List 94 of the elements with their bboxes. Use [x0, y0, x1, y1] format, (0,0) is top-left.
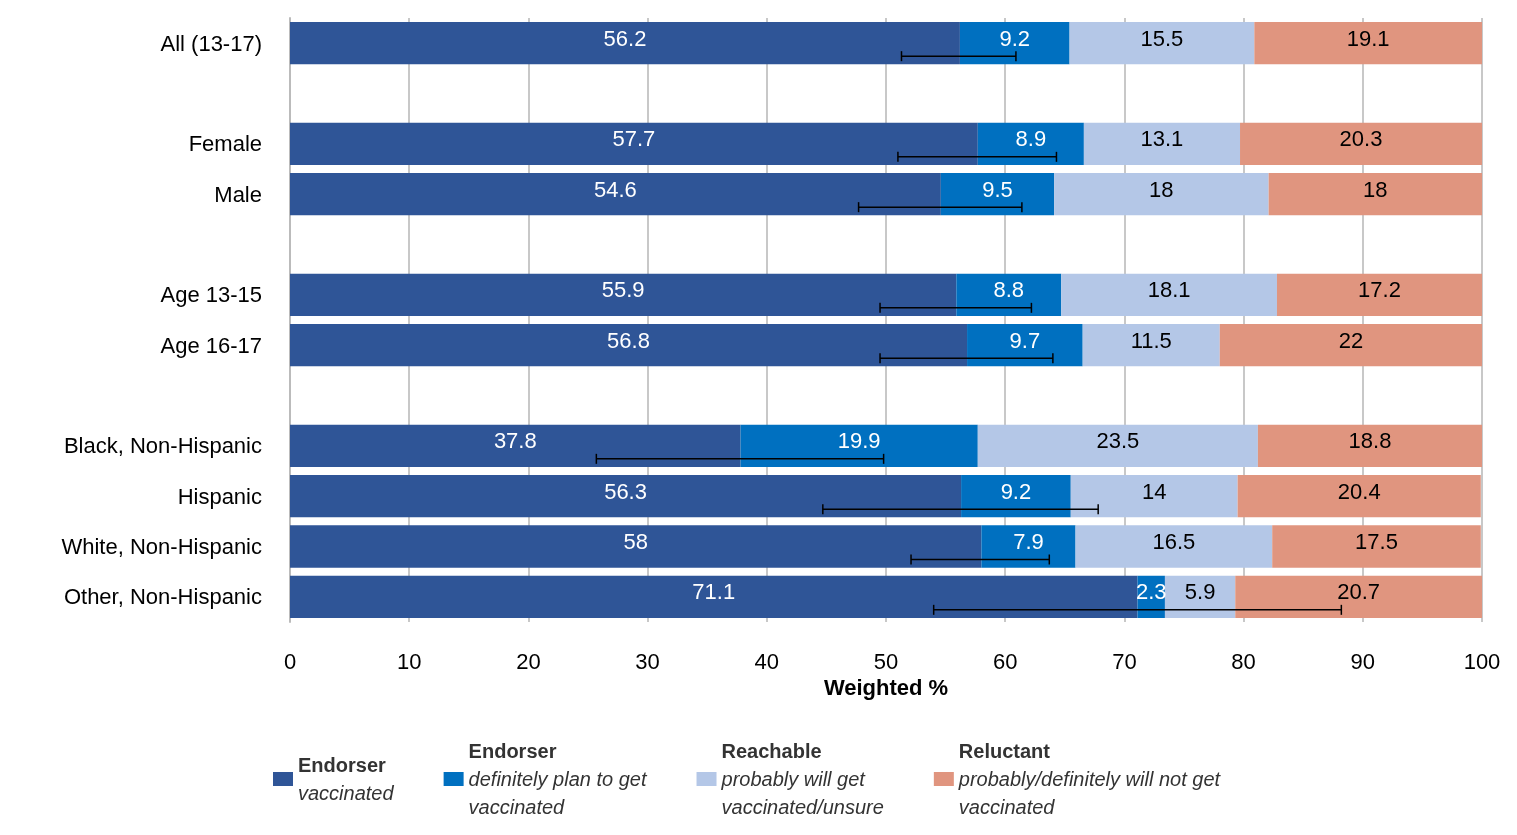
legend-label: Endorser definitely plan to get vaccinated	[468, 740, 648, 818]
data-label: 20.3	[1339, 126, 1383, 152]
bar	[967, 324, 1083, 367]
bar	[977, 122, 1084, 165]
data-label: 9.5	[982, 176, 1013, 202]
y-tick-label: Age 13-15	[160, 282, 262, 308]
data-label: 18	[1363, 176, 1388, 202]
bar	[740, 424, 978, 467]
data-label: 14	[1141, 478, 1167, 504]
x-tick-label: 0	[283, 648, 297, 674]
bar	[1070, 475, 1238, 518]
data-label: 11.5	[1130, 327, 1172, 353]
data-label: 5.9	[1184, 579, 1216, 605]
bar	[977, 424, 1258, 467]
bar	[1075, 525, 1273, 568]
x-tick-label: 20	[516, 648, 541, 674]
data-label: 20.4	[1337, 478, 1381, 504]
data-label: 58	[623, 529, 648, 554]
bar	[940, 173, 1055, 216]
bar	[1235, 575, 1482, 618]
data-label: 57.7	[612, 126, 656, 152]
x-tick-label: 90	[1350, 648, 1376, 674]
data-label: 15.5	[1140, 25, 1184, 51]
data-label: 17.5	[1355, 529, 1398, 554]
bar	[1082, 324, 1220, 367]
bar	[290, 273, 957, 316]
x-tick-label: 100	[1463, 648, 1501, 674]
bar	[290, 475, 962, 518]
x-tick-label: 30	[635, 648, 660, 674]
bar	[1257, 424, 1482, 467]
data-label: 19.9	[837, 428, 881, 454]
bar	[959, 22, 1070, 65]
data-label: 20.7	[1337, 579, 1381, 605]
y-tick-label: Hispanic	[177, 483, 262, 509]
data-label: 13.1	[1140, 126, 1184, 152]
x-tick-label: 10	[396, 648, 422, 674]
data-label: 22	[1338, 327, 1364, 353]
x-tick-label: 50	[873, 648, 899, 674]
x-axis-title: Weighted %	[823, 675, 949, 701]
bar	[1268, 173, 1482, 216]
data-label: 16.5	[1152, 529, 1196, 554]
bar	[1272, 525, 1481, 568]
data-label: 23.5	[1096, 428, 1140, 454]
data-label: 8.9	[1015, 126, 1047, 152]
data-label: 18.8	[1348, 428, 1392, 454]
data-label: 71.1	[692, 579, 736, 605]
x-tick-label: 80	[1231, 648, 1256, 674]
bar	[290, 173, 941, 216]
data-label: 19.1	[1346, 25, 1390, 51]
bar	[1054, 173, 1269, 216]
y-tick-label: White, Non-Hispanic	[61, 534, 262, 559]
data-label: 9.7	[1009, 327, 1041, 353]
y-tick-label: Male	[214, 181, 262, 207]
bar	[290, 525, 982, 568]
bar	[1237, 475, 1481, 518]
bar	[290, 424, 741, 467]
bar	[290, 324, 968, 367]
bar	[1069, 22, 1255, 65]
bar	[1061, 273, 1277, 316]
y-tick-label: Age 16-17	[160, 332, 262, 358]
bar	[956, 273, 1062, 316]
bar	[981, 525, 1076, 568]
data-label: 54.6	[594, 176, 637, 202]
data-label: 9.2	[999, 25, 1031, 51]
data-label: 8.8	[993, 277, 1025, 303]
bar	[290, 22, 960, 65]
data-label: 56.8	[607, 327, 650, 353]
legend-label: Reluctant probably/definitely will not get vaccinated	[957, 740, 1222, 818]
data-label: 9.2	[1000, 478, 1032, 504]
data-label: 37.8	[493, 428, 537, 454]
data-label: 18.1	[1147, 277, 1191, 303]
y-tick-label: Black, Non-Hispanic	[63, 433, 262, 459]
legend-label: Reachable probably will get vaccinated/unsure	[720, 740, 884, 818]
x-tick-label: 40	[754, 648, 780, 674]
data-label: 18	[1149, 176, 1174, 202]
y-tick-label: Female	[188, 131, 262, 157]
data-label: 7.9	[1013, 529, 1044, 554]
y-tick-label: Other, Non-Hispanic	[63, 584, 262, 610]
legend-label: Endorser vaccinated	[298, 754, 395, 804]
data-label: 56.3	[604, 478, 647, 504]
data-label: 17.2	[1358, 277, 1401, 303]
bar	[1240, 122, 1482, 165]
x-tick-label: 70	[1112, 648, 1137, 674]
bar	[1219, 324, 1482, 367]
x-tick-label: 60	[992, 648, 1018, 674]
y-tick-label: All (13-17)	[160, 30, 262, 56]
bar	[290, 575, 1138, 618]
bar	[290, 122, 978, 165]
data-label: 56.2	[603, 25, 647, 51]
data-label: 55.9	[601, 277, 645, 303]
bar	[961, 475, 1071, 518]
bar	[1276, 273, 1482, 316]
bar	[1083, 122, 1241, 165]
bar	[1254, 22, 1482, 65]
